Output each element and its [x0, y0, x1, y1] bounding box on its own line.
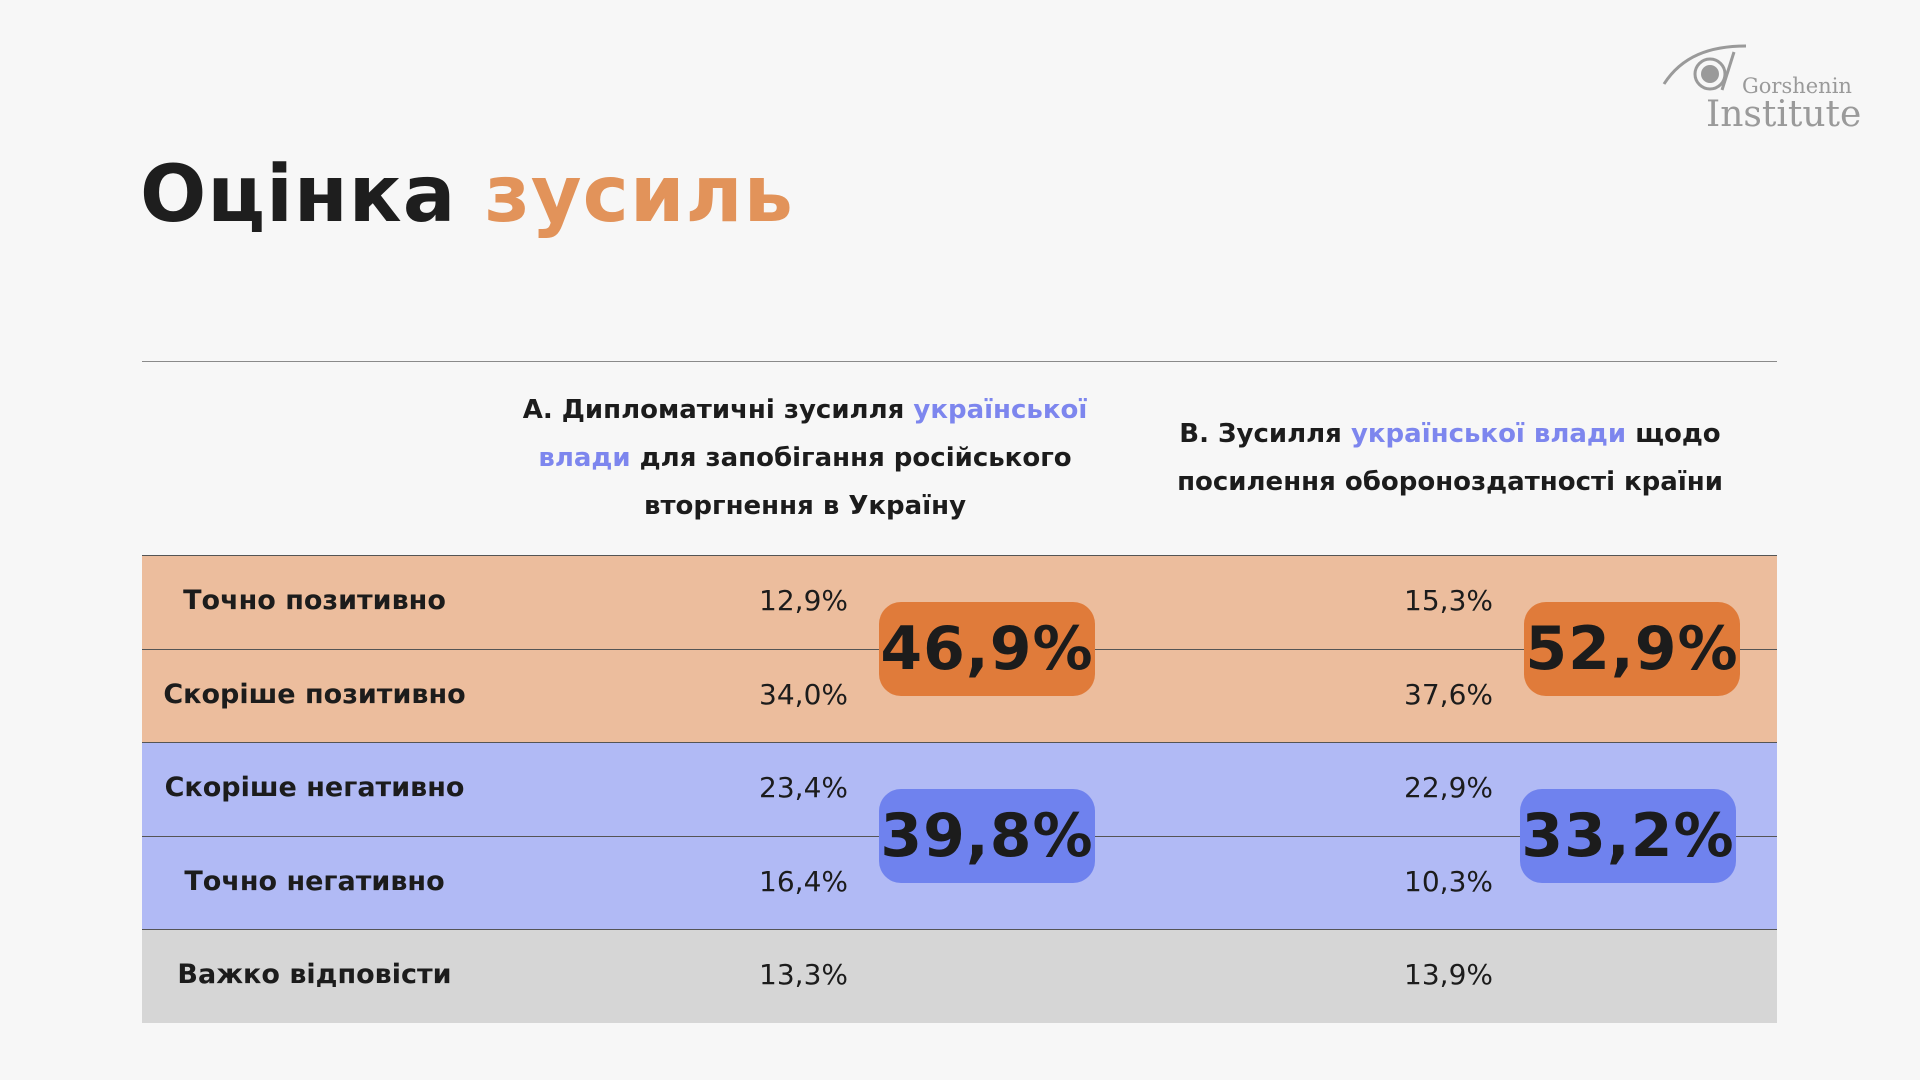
table-cell-value: 12,9% [759, 584, 848, 617]
header-text: для запобігання російського [630, 443, 1072, 473]
row-label: Важко відповісти [177, 959, 452, 990]
table-cell-value: 10,3% [1404, 864, 1493, 898]
column-header-line: посилення обороноздатності країни [1160, 458, 1740, 506]
eye-icon [1662, 44, 1747, 91]
negative-total-badge: 39,8% [879, 789, 1095, 883]
table-cell-value: 15,3% [1404, 584, 1493, 617]
table-cell-value: 23,4% [759, 771, 848, 804]
header-highlight-text: української влади [1350, 419, 1627, 449]
row-label: Точно негативно [184, 865, 445, 897]
header-text: вторгнення в Україну [643, 491, 967, 521]
negative-total-badge: 33,2% [1520, 789, 1736, 883]
column-header-line: В. Зусилля української влади щодо [1160, 410, 1740, 458]
row-divider [142, 929, 1777, 930]
title-accent: зусиль [484, 150, 794, 240]
column-header-line: влади для запобігання російського [515, 434, 1095, 482]
column-header-b: В. Зусилля української влади щодо посилен… [1160, 410, 1740, 506]
column-header-a: А. Дипломатичні зусилля української влади… [515, 386, 1095, 530]
column-header-line: вторгнення в Україну [515, 482, 1095, 530]
row-label: Точно позитивно [183, 585, 446, 616]
positive-total-badge: 52,9% [1524, 602, 1740, 696]
table-cell-value: 37,6% [1404, 677, 1493, 711]
header-text: посилення обороноздатності країни [1177, 467, 1723, 497]
row-label: Скоріше негативно [164, 772, 465, 803]
top-rule [142, 361, 1777, 362]
page-title: Оцінка зусиль [140, 150, 794, 240]
header-text: В. Зусилля [1179, 419, 1351, 449]
positive-total-badge: 46,9% [879, 602, 1095, 696]
logo-text-bottom: Institute [1706, 94, 1862, 135]
table-cell-value: 16,4% [759, 864, 848, 898]
column-header-line: А. Дипломатичні зусилля української [515, 386, 1095, 434]
header-highlight-text: влади [538, 443, 631, 473]
header-highlight-text: української [913, 395, 1088, 425]
table-cell-value: 22,9% [1404, 771, 1493, 804]
row-divider [142, 742, 1777, 743]
gorshenin-logo: Gorshenin Institute [1662, 38, 1872, 138]
header-text: щодо [1626, 419, 1721, 449]
logo-text-top: Gorshenin [1742, 74, 1852, 98]
header-text: А. Дипломатичні зусилля [522, 395, 914, 425]
title-main: Оцінка [140, 150, 457, 240]
row-divider [142, 555, 1777, 556]
table-cell-value: 13,9% [1404, 958, 1493, 991]
table-cell-value: 34,0% [759, 677, 848, 711]
table-row-band [142, 929, 1777, 1023]
table-cell-value: 13,3% [759, 958, 848, 991]
row-label: Скоріше позитивно [163, 678, 466, 710]
